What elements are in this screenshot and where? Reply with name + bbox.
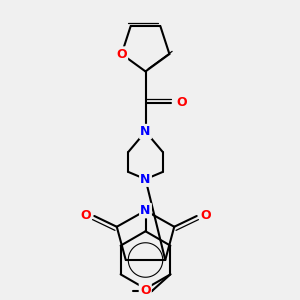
Text: N: N (140, 204, 151, 217)
Text: O: O (140, 284, 151, 297)
Text: O: O (200, 209, 211, 223)
Text: N: N (140, 173, 151, 186)
Text: N: N (140, 125, 151, 138)
Text: O: O (176, 96, 187, 110)
Text: O: O (116, 48, 127, 61)
Text: O: O (80, 209, 91, 223)
